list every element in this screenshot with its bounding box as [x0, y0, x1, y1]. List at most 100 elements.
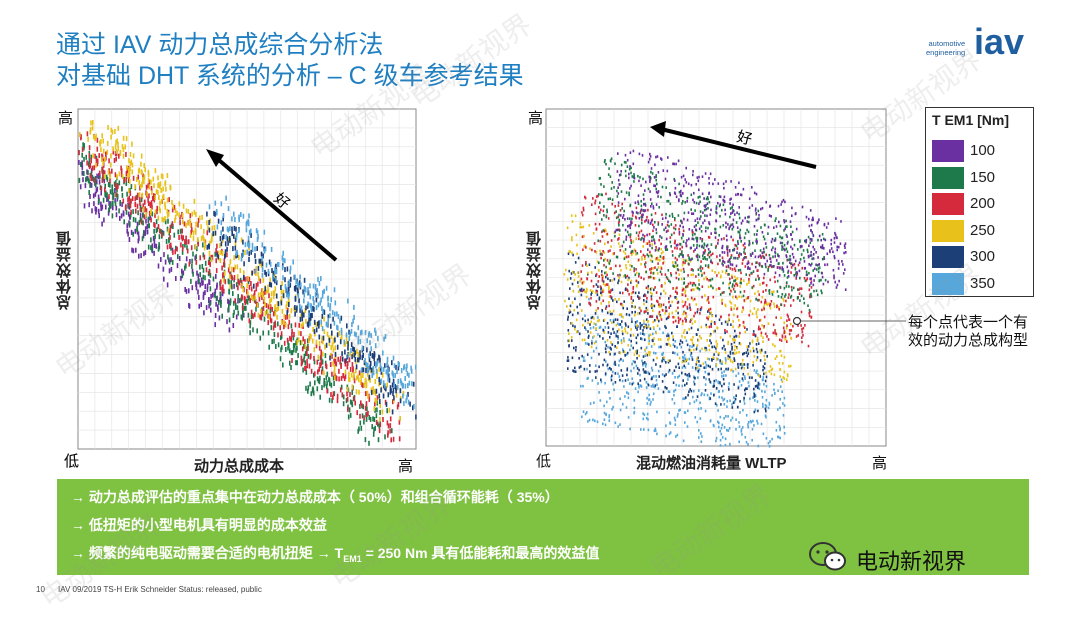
left-point: [190, 233, 192, 238]
right-point: [733, 226, 735, 229]
left-point: [78, 150, 80, 155]
left-point: [145, 219, 147, 224]
right-point: [765, 410, 767, 413]
left-point: [289, 269, 291, 274]
right-point: [791, 286, 793, 289]
right-point: [843, 272, 845, 275]
right-point: [601, 193, 603, 196]
left-point: [79, 132, 81, 137]
left-point: [233, 255, 235, 260]
right-point: [633, 240, 635, 243]
right-point: [628, 339, 630, 342]
right-point: [599, 326, 601, 329]
right-point: [714, 231, 716, 234]
right-point: [584, 359, 586, 362]
right-point: [751, 376, 753, 379]
right-point: [674, 402, 676, 405]
right-point: [582, 264, 584, 267]
right-point: [747, 373, 749, 376]
right-point: [674, 179, 676, 182]
right-point: [567, 316, 569, 319]
right-point: [706, 317, 708, 320]
right-point: [668, 390, 670, 393]
right-point: [648, 342, 650, 345]
right-point: [668, 225, 670, 228]
right-point: [614, 361, 616, 364]
left-point: [309, 382, 311, 387]
right-point: [818, 218, 820, 221]
left-point: [137, 222, 139, 227]
right-point: [685, 360, 687, 363]
right-point: [762, 336, 764, 339]
right-point: [638, 281, 640, 284]
right-point: [790, 304, 792, 307]
right-point: [723, 370, 725, 373]
left-point: [272, 274, 274, 279]
right-point: [703, 362, 705, 365]
left-point: [153, 177, 155, 182]
right-point: [752, 242, 754, 245]
left-point: [142, 220, 144, 225]
left-point: [229, 238, 231, 243]
left-point: [269, 302, 271, 307]
right-point: [719, 259, 721, 262]
left-point: [330, 297, 332, 302]
right-point: [799, 270, 801, 273]
right-point: [717, 202, 719, 205]
right-point: [626, 191, 628, 194]
left-point: [310, 305, 312, 310]
right-point: [604, 418, 606, 421]
right-point: [776, 305, 778, 308]
right-point: [746, 387, 748, 390]
right-point: [643, 254, 645, 257]
right-point: [710, 285, 712, 288]
left-point: [356, 389, 358, 394]
left-point: [225, 235, 227, 240]
right-point: [645, 294, 647, 297]
left-point: [344, 350, 346, 355]
right-point: [678, 409, 680, 412]
right-point: [572, 283, 574, 286]
left-point: [291, 358, 293, 363]
right-point: [738, 213, 740, 216]
left-point: [217, 254, 219, 259]
left-point: [88, 190, 90, 195]
right-point: [712, 315, 714, 318]
right-point: [609, 262, 611, 265]
left-point: [348, 372, 350, 377]
left-point: [343, 394, 345, 399]
right-point: [807, 251, 809, 254]
right-point: [569, 339, 571, 342]
right-point: [681, 237, 683, 240]
right-point: [634, 177, 636, 180]
right-point: [726, 266, 728, 269]
right-point: [619, 292, 621, 295]
right-point: [571, 322, 573, 325]
right-point: [604, 331, 606, 334]
left-point: [378, 437, 380, 442]
right-point: [656, 257, 658, 260]
left-point: [285, 347, 287, 352]
right-point: [711, 243, 713, 246]
right-point: [626, 369, 628, 372]
right-point: [614, 205, 616, 208]
left-point: [327, 302, 329, 307]
right-point: [777, 290, 779, 293]
right-point: [577, 281, 579, 284]
right-point: [600, 379, 602, 382]
right-point: [626, 289, 628, 292]
right-point: [673, 232, 675, 235]
right-point: [599, 297, 601, 300]
left-point: [165, 187, 167, 192]
right-point: [667, 221, 669, 224]
right-point: [705, 230, 707, 233]
right-point: [685, 295, 687, 298]
right-point: [778, 221, 780, 224]
right-point: [618, 214, 620, 217]
left-point: [410, 366, 412, 371]
right-point: [630, 236, 632, 239]
left-point: [219, 243, 221, 248]
left-point: [278, 306, 280, 311]
left-point: [316, 288, 318, 293]
right-point: [727, 321, 729, 324]
